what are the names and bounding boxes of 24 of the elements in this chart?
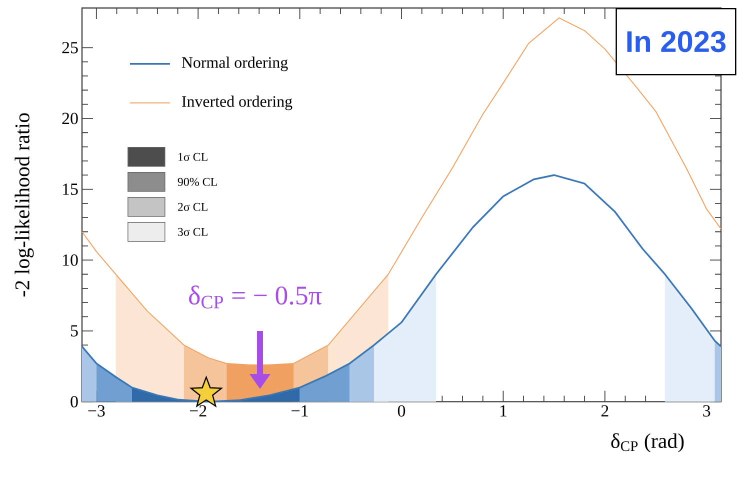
x-tick-label: −2 [190,405,206,416]
legend-label: Normal ordering [182,56,288,72]
y-tick-label: 0 [70,396,78,408]
y-tick-label: 5 [70,325,78,337]
y-axis-title: -2 log-likelihood ratio [14,113,34,296]
y-tick-label: 15 [63,184,78,195]
x-axis-title: δ$_{CP}$ (rad) [611,433,684,452]
x-tick-label: −3 [88,405,105,417]
y-tick-label: 25 [62,42,78,54]
annotation: In 2023 [627,31,726,52]
annotation: 90% CL [178,178,217,186]
y-tick-label: 20 [62,112,78,124]
annotation: 3σ CL [178,228,208,236]
x-tick-label: 0 [398,405,406,417]
x-tick-label: 2 [601,405,608,416]
legend-label: Inverted ordering [182,96,292,110]
y-tick-label: 10 [63,254,78,266]
x-tick-label: −1 [292,405,308,416]
line-series [81,174,722,403]
annotation: 2σ CL [178,202,208,211]
annotation: δ$_{CP}$ = − 0.5π [189,286,322,308]
annotation: 1σ CL [178,152,208,161]
x-tick-label: 1 [500,405,506,416]
x-tick-label: 3 [703,405,710,417]
